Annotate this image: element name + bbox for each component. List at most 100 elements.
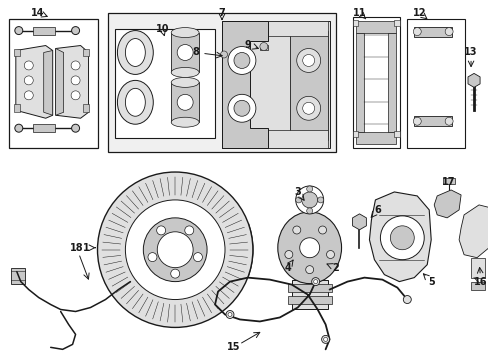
Circle shape [71, 76, 80, 85]
Bar [82, 104, 88, 112]
Circle shape [71, 61, 80, 70]
Circle shape [15, 124, 23, 132]
Ellipse shape [277, 212, 341, 284]
Text: 5: 5 [427, 276, 434, 287]
Circle shape [285, 251, 292, 258]
Circle shape [326, 251, 334, 258]
Text: 9: 9 [244, 40, 251, 50]
Circle shape [156, 226, 165, 235]
Polygon shape [56, 45, 88, 118]
Circle shape [318, 226, 326, 234]
Polygon shape [56, 49, 63, 115]
Bar [413, 27, 451, 37]
Bar [259, 45, 267, 50]
Text: 2: 2 [331, 263, 338, 273]
Circle shape [296, 96, 320, 120]
Bar [470, 282, 484, 289]
Bar [287, 284, 331, 292]
Circle shape [184, 226, 193, 235]
Circle shape [193, 253, 202, 262]
Circle shape [295, 197, 301, 203]
Polygon shape [43, 50, 53, 115]
Bar [470, 258, 484, 278]
Bar [171, 82, 199, 122]
Circle shape [302, 102, 314, 114]
Bar [14, 49, 20, 57]
Circle shape [299, 238, 319, 258]
Polygon shape [369, 192, 430, 282]
Circle shape [292, 226, 300, 234]
Ellipse shape [125, 88, 145, 116]
Circle shape [71, 91, 80, 100]
Circle shape [233, 100, 249, 116]
Ellipse shape [171, 117, 199, 127]
Circle shape [15, 27, 23, 35]
Circle shape [233, 53, 249, 68]
Circle shape [305, 266, 313, 274]
Circle shape [321, 336, 329, 343]
Circle shape [227, 94, 255, 122]
Bar [33, 124, 55, 132]
Bar [249, 21, 327, 36]
Bar [287, 296, 331, 303]
Circle shape [389, 226, 413, 250]
Text: 3: 3 [294, 187, 301, 197]
Circle shape [412, 28, 420, 36]
Circle shape [306, 186, 312, 192]
Circle shape [24, 61, 33, 70]
Circle shape [302, 54, 314, 67]
Circle shape [317, 197, 323, 203]
Circle shape [444, 28, 452, 36]
Circle shape [157, 232, 193, 268]
Circle shape [306, 208, 312, 214]
Bar [9, 19, 98, 148]
Circle shape [220, 51, 227, 58]
Circle shape [296, 49, 320, 72]
Circle shape [125, 200, 224, 300]
Ellipse shape [171, 67, 199, 77]
Text: 6: 6 [373, 205, 380, 215]
Bar [33, 27, 55, 35]
Bar [352, 17, 400, 148]
Text: 12: 12 [412, 8, 425, 18]
Circle shape [227, 312, 231, 316]
Bar [108, 13, 335, 152]
Text: 1: 1 [83, 243, 90, 253]
Polygon shape [222, 21, 267, 148]
Bar [407, 19, 464, 148]
Text: 16: 16 [473, 276, 487, 287]
Bar [413, 116, 451, 126]
Circle shape [177, 94, 193, 110]
Bar [356, 32, 364, 132]
Circle shape [24, 91, 33, 100]
Ellipse shape [117, 31, 153, 75]
Text: 11: 11 [352, 8, 366, 18]
Circle shape [71, 27, 80, 35]
Ellipse shape [117, 80, 153, 124]
Circle shape [71, 124, 80, 132]
Circle shape [170, 269, 179, 278]
Polygon shape [458, 205, 488, 258]
Circle shape [380, 216, 424, 260]
Bar [442, 178, 454, 184]
Bar [393, 131, 400, 137]
Bar [224, 53, 231, 58]
Text: 8: 8 [192, 48, 199, 58]
Circle shape [177, 45, 193, 60]
Bar [222, 21, 329, 148]
Bar [356, 21, 396, 32]
Bar [352, 20, 358, 26]
Circle shape [403, 296, 410, 303]
Text: 13: 13 [463, 48, 477, 58]
Polygon shape [433, 190, 460, 218]
Bar [171, 32, 199, 72]
Text: 15: 15 [227, 342, 240, 352]
Circle shape [227, 46, 255, 75]
Circle shape [444, 117, 452, 125]
Ellipse shape [125, 39, 145, 67]
Bar [291, 280, 327, 310]
Circle shape [412, 117, 420, 125]
Bar [11, 268, 25, 284]
Circle shape [295, 186, 323, 214]
Circle shape [97, 172, 252, 328]
